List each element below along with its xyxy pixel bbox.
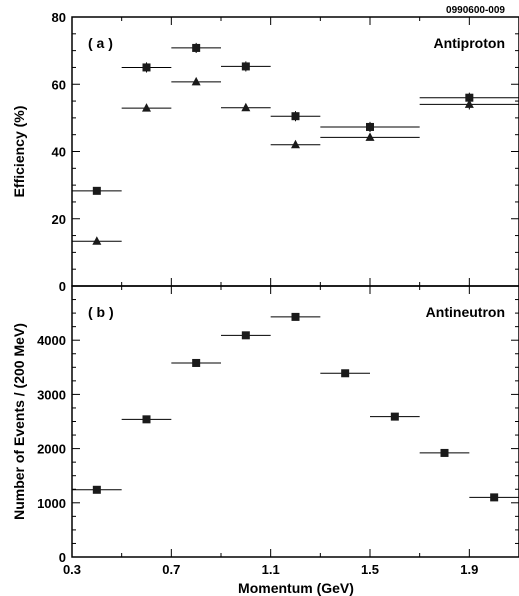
triangle-marker [92, 236, 102, 245]
plot-frame [71, 285, 519, 558]
y-tick-label: 0 [59, 550, 66, 565]
panel-label-a: ( a ) [88, 35, 113, 51]
square-marker [291, 112, 300, 121]
square-marker [390, 412, 399, 421]
y-tick-label: 4000 [37, 333, 66, 348]
y-tick-label: 60 [52, 77, 66, 92]
triangle-marker [291, 139, 300, 149]
y-tick-label: 20 [52, 212, 66, 227]
square-marker [142, 63, 151, 72]
y-tick-label: 1000 [37, 496, 66, 511]
x-tick-label: 0.7 [162, 562, 180, 577]
figure-id: 0990600-009 [446, 5, 505, 16]
triangle-marker [241, 102, 251, 112]
square-marker [241, 62, 250, 71]
square-marker [341, 369, 350, 378]
x-tick-label: 0.3 [63, 562, 81, 577]
square-marker [92, 485, 101, 494]
triangle-marker [142, 103, 151, 112]
y-tick-label: 2000 [37, 442, 66, 457]
square-marker [92, 186, 101, 195]
square-marker [192, 358, 201, 367]
square-marker [465, 93, 474, 102]
x-tick-label: 1.1 [262, 562, 280, 577]
panel-title-a: Antiproton [433, 35, 505, 51]
triangle-marker [191, 76, 201, 86]
plot-frame [71, 16, 519, 287]
triangle-marker [464, 99, 474, 108]
x-axis-label: Momentum (GeV) [238, 580, 354, 596]
x-tick-label: 1.5 [361, 562, 379, 577]
panel-title-b: Antineutron [426, 304, 505, 320]
square-marker [192, 43, 201, 52]
y-axis-label-a: Efficiency (%) [11, 106, 27, 198]
y-tick-label: 80 [52, 10, 66, 25]
y-tick-label: 3000 [37, 387, 66, 402]
y-axis-label-b: Number of Events / (200 MeV) [11, 323, 27, 520]
square-marker [241, 331, 250, 340]
y-tick-label: 40 [52, 145, 66, 160]
panel-antiproton: 0 20 40 60 80 Efficiency (%) ( a ) Antiproton [11, 10, 519, 294]
panel-label-b: ( b ) [88, 304, 114, 320]
y-tick-label: 0 [59, 279, 66, 294]
x-tick-label: 1.9 [460, 562, 478, 577]
triangle-marker [365, 132, 375, 141]
square-marker [291, 312, 300, 321]
panel-antineutron: 0.3 0.7 1.1 1.5 1.9 0 1000 2000 3000 4000 Number o… [11, 285, 519, 577]
square-marker [490, 493, 499, 502]
square-marker [366, 122, 374, 131]
square-marker [440, 448, 449, 457]
square-marker [142, 415, 151, 424]
